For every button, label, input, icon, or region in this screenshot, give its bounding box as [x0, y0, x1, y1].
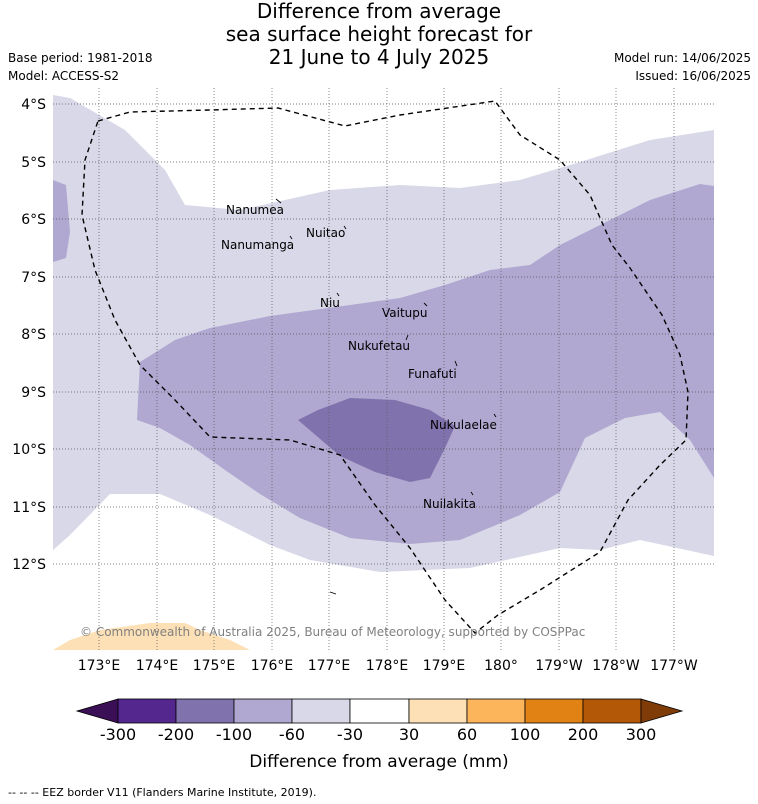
lat-label: 6°S [21, 212, 46, 228]
model-name: Model: ACCESS-S2 [8, 69, 120, 83]
colorbar-segment [582, 698, 642, 724]
lat-label: 10°S [12, 442, 46, 458]
eez-footnote: -- -- -- EEZ border V11 (Flanders Marine… [8, 786, 317, 799]
label-vaitupu: Vaitupu [382, 306, 428, 320]
contour-band-mid [137, 184, 714, 544]
colorbar-tick-label: 100 [510, 725, 541, 744]
label-nanumanga: Nanumanga [221, 238, 294, 252]
lat-label: 7°S [21, 270, 46, 286]
lon-label: 179°E [423, 658, 466, 674]
lat-label: 4°S [21, 97, 46, 113]
lat-label: 9°S [21, 385, 46, 401]
label-nanumea: Nanumea [226, 203, 284, 217]
colorbar-segment [175, 698, 235, 724]
base-period: Base period: 1981-2018 [8, 51, 153, 65]
colorbar-tick-label: 30 [399, 725, 419, 744]
colorbar-tick-label: -100 [216, 725, 252, 744]
lat-label: 11°S [12, 500, 46, 516]
contour-band-mid-west [53, 180, 70, 262]
gridlines [53, 88, 714, 650]
colorbar-tick-label: -60 [279, 725, 305, 744]
colorbar-title: Difference from average (mm) [249, 752, 508, 772]
colorbar-tick-label: -30 [337, 725, 363, 744]
map-area: © Commonwealth of Australia 2025, Bureau… [53, 88, 714, 650]
issued-date: Issued: 16/06/2025 [635, 69, 751, 83]
colorbar-arrow-left [75, 698, 119, 724]
label-funafuti: Funafuti [408, 367, 457, 381]
label-nuitao: Nuitao [306, 226, 345, 240]
label-nuilakita: Nuilakita [423, 497, 476, 511]
contour-band-dark [298, 398, 455, 482]
colorbar-segment [466, 698, 526, 724]
title-line-3: 21 June to 4 July 2025 [268, 45, 490, 69]
lon-label: 180° [484, 658, 518, 674]
island-markers [275, 198, 497, 595]
meta-right: Model run: 14/06/2025 Issued: 16/06/2025 [614, 49, 751, 85]
colorbar-tick-label: -200 [158, 725, 194, 744]
lon-label: 173°E [78, 658, 121, 674]
colorbar-tick-label: 200 [568, 725, 599, 744]
colorbar-tick-label: -300 [100, 725, 136, 744]
colorbar-segment [117, 698, 177, 724]
lon-label: 179°W [535, 658, 583, 674]
colorbar-tick-label: 60 [457, 725, 477, 744]
copyright-text: © Commonwealth of Australia 2025, Bureau… [80, 625, 585, 639]
lat-label: 5°S [21, 155, 46, 171]
lon-label: 174°E [136, 658, 179, 674]
lon-label: 176°E [251, 658, 294, 674]
title-line-2: sea surface height forecast for [225, 22, 533, 46]
colorbar-segment [349, 698, 410, 724]
lon-label: 178°W [592, 658, 640, 674]
colorbar-segment [233, 698, 293, 724]
longitude-labels: 173°E 174°E 175°E 176°E 177°E 178°E 179°… [78, 658, 698, 674]
meta-left: Base period: 1981-2018 Model: ACCESS-S2 [8, 49, 153, 85]
colorbar-segment [291, 698, 351, 724]
lat-label: 12°S [12, 557, 46, 573]
lon-label: 177°W [650, 658, 698, 674]
chart-title: Difference from average sea surface heig… [0, 0, 758, 69]
island-labels: Nanumea Nuitao Nanumanga Niu Vaitupu Nuk… [221, 203, 497, 511]
lon-label: 178°E [366, 658, 409, 674]
title-line-1: Difference from average [256, 0, 502, 23]
eez-border [81, 100, 689, 634]
colorbar-arrow-right [640, 698, 684, 724]
colorbar-ticks: -300 -200 -100 -60 -30 30 60 100 200 300 [100, 725, 656, 744]
label-nukufetau: Nukufetau [348, 339, 410, 353]
contour-band-positive [53, 623, 250, 650]
model-run: Model run: 14/06/2025 [613, 51, 751, 65]
lon-label: 175°E [193, 658, 236, 674]
colorbar-segment [524, 698, 584, 724]
lon-label: 177°E [308, 658, 351, 674]
label-nukulaelae: Nukulaelae [430, 418, 497, 432]
colorbar-tick-label: 300 [626, 725, 657, 744]
colorbar [75, 698, 684, 724]
latitude-labels: 4°S 5°S 6°S 7°S 8°S 9°S 10°S 11°S 12°S [12, 97, 46, 573]
label-niu: Niu [320, 296, 340, 310]
colorbar-segment [408, 698, 468, 724]
lat-label: 8°S [21, 327, 46, 343]
